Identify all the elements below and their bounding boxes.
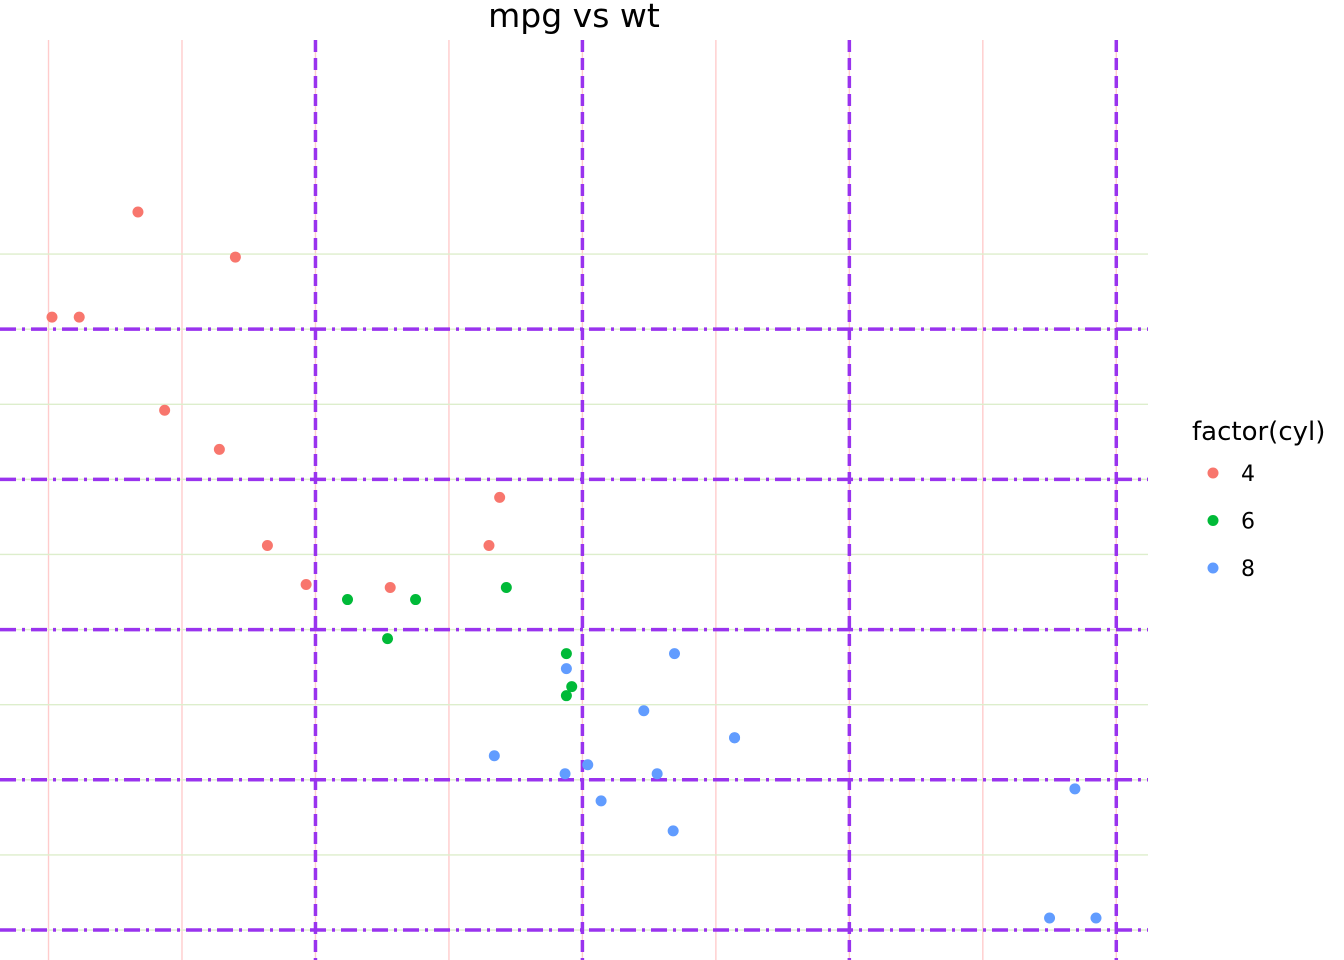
points-layer [46,206,1102,924]
point-cyl-4 [494,491,506,503]
chart-title: mpg vs wt [488,0,660,35]
grid-layer [0,40,1148,960]
point-cyl-8 [729,732,741,744]
point-cyl-8 [1069,783,1081,795]
point-cyl-8 [559,768,571,780]
point-cyl-8 [560,663,572,675]
point-cyl-8 [638,705,650,717]
point-cyl-8 [488,750,500,762]
legend-key-6 [1207,515,1219,526]
point-cyl-6 [410,594,422,606]
guide-line-layer [0,40,1148,960]
point-cyl-4 [213,443,225,455]
legend-title: factor(cyl) [1192,417,1325,447]
point-cyl-8 [595,795,607,807]
point-cyl-8 [582,759,594,771]
point-cyl-6 [560,690,572,702]
point-cyl-8 [669,648,681,660]
point-cyl-4 [300,579,312,591]
legend-key-8 [1207,562,1219,574]
point-cyl-8 [1044,912,1056,924]
legend-label-6: 6 [1241,510,1255,535]
point-cyl-8 [1090,912,1102,924]
point-cyl-6 [566,681,578,693]
point-cyl-4 [261,539,273,551]
point-cyl-4 [132,206,144,218]
legend-key-4 [1207,467,1219,479]
point-cyl-4 [46,311,58,323]
point-cyl-4 [483,539,495,551]
legend: factor(cyl) 4 6 8 [1192,417,1325,582]
point-cyl-4 [73,311,85,323]
point-cyl-8 [667,825,679,837]
point-cyl-4 [159,404,171,416]
point-cyl-4 [229,251,241,263]
legend-label-4: 4 [1241,462,1255,487]
legend-keys: 4 6 8 [1207,462,1255,582]
point-cyl-4 [384,582,396,594]
point-cyl-6 [560,648,572,660]
legend-label-8: 8 [1241,557,1255,582]
point-cyl-6 [342,594,354,606]
point-cyl-8 [651,768,663,780]
point-cyl-6 [500,582,512,594]
point-cyl-6 [382,633,394,645]
